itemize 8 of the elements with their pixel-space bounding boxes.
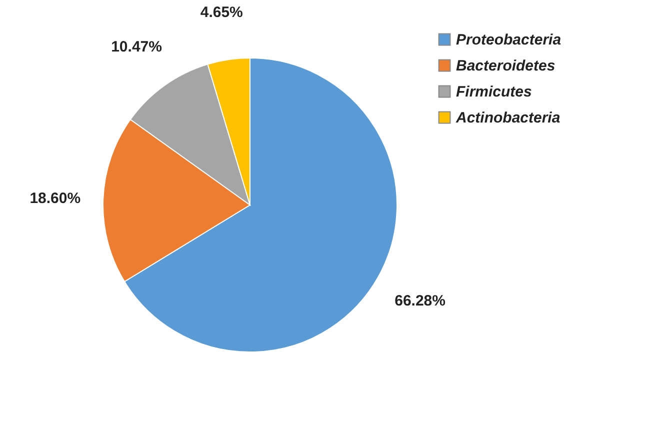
legend-label: Bacteroidetes	[456, 58, 556, 74]
data-label: 18.60%	[30, 190, 81, 207]
data-label: 66.28%	[394, 292, 446, 310]
data-label: 10.47%	[111, 38, 162, 56]
legend-label: Proteobacteria	[456, 32, 562, 48]
legend-label: Firmicutes	[456, 84, 532, 100]
legend-label: Actinobacteria	[455, 110, 560, 126]
data-label: 4.65%	[200, 4, 243, 22]
